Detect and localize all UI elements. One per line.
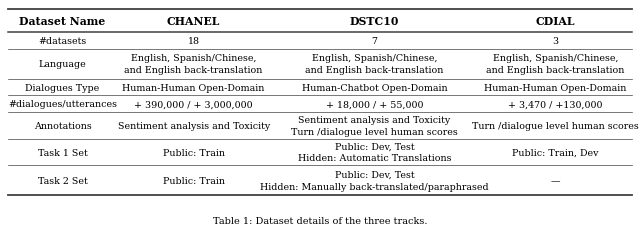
Text: Public: Train: Public: Train — [163, 148, 225, 157]
Text: Human-Human Open-Domain: Human-Human Open-Domain — [484, 83, 627, 92]
Text: Dialogues Type: Dialogues Type — [26, 83, 100, 92]
Text: Table 1: Dataset details of the three tracks.: Table 1: Dataset details of the three tr… — [212, 216, 428, 225]
Text: Public: Dev, Test
Hidden: Manually back-translated/paraphrased: Public: Dev, Test Hidden: Manually back-… — [260, 170, 489, 191]
Text: + 18,000 / + 55,000: + 18,000 / + 55,000 — [326, 100, 423, 109]
Text: English, Spanish/Chinese,
and English back-translation: English, Spanish/Chinese, and English ba… — [124, 54, 263, 75]
Text: Public: Train: Public: Train — [163, 176, 225, 185]
Text: Human-Chatbot Open-Domain: Human-Chatbot Open-Domain — [302, 83, 447, 92]
Text: #dialogues/utterances: #dialogues/utterances — [8, 100, 117, 109]
Text: Sentiment analysis and Toxicity: Sentiment analysis and Toxicity — [118, 121, 270, 130]
Text: CHANEL: CHANEL — [167, 16, 220, 27]
Text: Turn /dialogue level human scores: Turn /dialogue level human scores — [472, 121, 639, 130]
Text: Task 1 Set: Task 1 Set — [38, 148, 88, 157]
Text: Public: Dev, Test
Hidden: Automatic Translations: Public: Dev, Test Hidden: Automatic Tran… — [298, 142, 451, 163]
Text: Human-Human Open-Domain: Human-Human Open-Domain — [122, 83, 265, 92]
Text: CDIAL: CDIAL — [536, 16, 575, 27]
Text: + 3,470 / +130,000: + 3,470 / +130,000 — [508, 100, 603, 109]
Text: Task 2 Set: Task 2 Set — [38, 176, 88, 185]
Text: Public: Train, Dev: Public: Train, Dev — [512, 148, 599, 157]
Text: English, Spanish/Chinese,
and English back-translation: English, Spanish/Chinese, and English ba… — [486, 54, 625, 75]
Text: 7: 7 — [372, 37, 378, 46]
Text: English, Spanish/Chinese,
and English back-translation: English, Spanish/Chinese, and English ba… — [305, 54, 444, 75]
Text: Dataset Name: Dataset Name — [19, 16, 106, 27]
Text: #datasets: #datasets — [38, 37, 87, 46]
Text: Language: Language — [39, 60, 86, 69]
Text: 3: 3 — [552, 37, 559, 46]
Text: Annotations: Annotations — [34, 121, 92, 130]
Text: Sentiment analysis and Toxicity
Turn /dialogue level human scores: Sentiment analysis and Toxicity Turn /di… — [291, 116, 458, 136]
Text: + 390,000 / + 3,000,000: + 390,000 / + 3,000,000 — [134, 100, 253, 109]
Text: 18: 18 — [188, 37, 200, 46]
Text: DSTC10: DSTC10 — [350, 16, 399, 27]
Text: —: — — [551, 176, 560, 185]
